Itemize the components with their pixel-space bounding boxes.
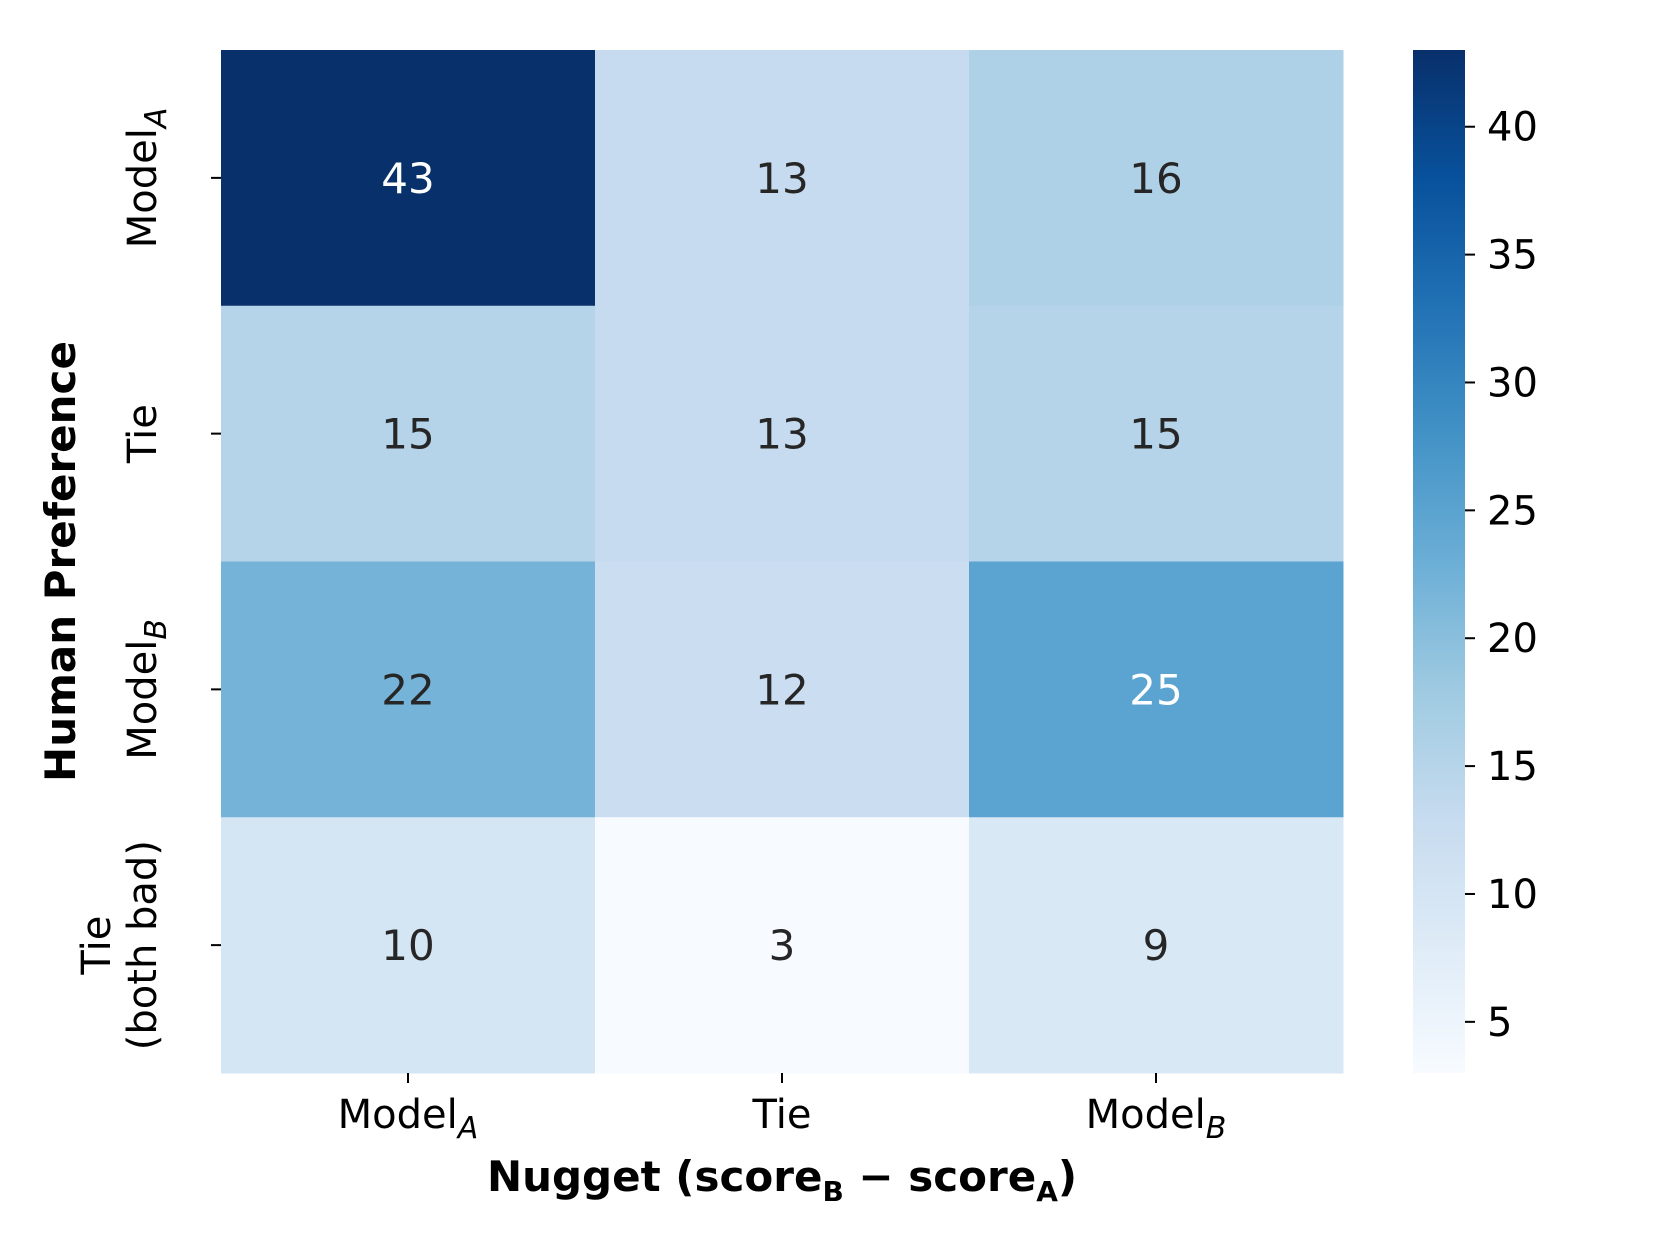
x-tick-label: Tie — [752, 1092, 812, 1138]
heatmap-cell — [221, 817, 596, 1074]
colorbar-tick-label: 5 — [1487, 1000, 1512, 1046]
heatmap-cell-labels: 43 13 16 15 13 15 22 12 25 10 3 9 — [381, 154, 1182, 970]
cell-value-label: 13 — [755, 410, 808, 459]
cell-value-label: 9 — [1143, 921, 1170, 970]
cell-value-label: 25 — [1129, 665, 1182, 714]
heatmap-cells — [221, 50, 1344, 1074]
y-tick-label: ModelB — [120, 619, 174, 760]
x-tick-label: ModelB — [1086, 1092, 1227, 1146]
cell-value-label: 15 — [381, 410, 434, 459]
colorbar: 5 10 15 20 25 30 35 40 — [1413, 50, 1538, 1073]
x-axis-title: Nugget (scoreB − scoreA) — [487, 1152, 1077, 1208]
cell-value-label: 12 — [755, 665, 808, 714]
colorbar-tick-label: 35 — [1487, 233, 1538, 279]
y-axis-title: Human Preference — [36, 341, 85, 782]
heatmap-cell — [969, 817, 1344, 1074]
heatmap-cell — [969, 561, 1344, 818]
colorbar-tick-label: 25 — [1487, 488, 1538, 534]
heatmap-cell — [969, 50, 1344, 307]
colorbar-tick-label: 30 — [1487, 360, 1538, 406]
cell-value-label: 22 — [381, 665, 434, 714]
heatmap-cell — [221, 305, 596, 562]
y-tick-label: Tie — [74, 916, 120, 976]
y-tick-label: (both bad) — [120, 840, 166, 1050]
cell-value-label: 3 — [769, 921, 796, 970]
cell-value-label: 15 — [1129, 410, 1182, 459]
heatmap-cell — [221, 50, 596, 307]
heatmap-cell — [595, 817, 970, 1074]
heatmap-cell — [595, 561, 970, 818]
cell-value-label: 10 — [381, 921, 434, 970]
heatmap-cell — [595, 50, 970, 307]
heatmap-cell — [969, 305, 1344, 562]
heatmap-cell — [595, 305, 970, 562]
colorbar-tick-label: 40 — [1487, 105, 1538, 151]
x-axis-ticks: ModelA Tie ModelB — [338, 1073, 1227, 1146]
heatmap-cell — [221, 561, 596, 818]
cell-value-label: 43 — [381, 154, 434, 203]
colorbar-gradient — [1413, 50, 1465, 1073]
cell-value-label: 16 — [1129, 154, 1182, 203]
cell-value-label: 13 — [755, 154, 808, 203]
colorbar-tick-label: 10 — [1487, 872, 1538, 918]
x-tick-label: ModelA — [338, 1092, 479, 1146]
y-tick-label: ModelA — [120, 108, 174, 249]
y-tick-label: Tie — [120, 404, 166, 464]
colorbar-tick-label: 20 — [1487, 616, 1538, 662]
colorbar-tick-label: 15 — [1487, 744, 1538, 790]
